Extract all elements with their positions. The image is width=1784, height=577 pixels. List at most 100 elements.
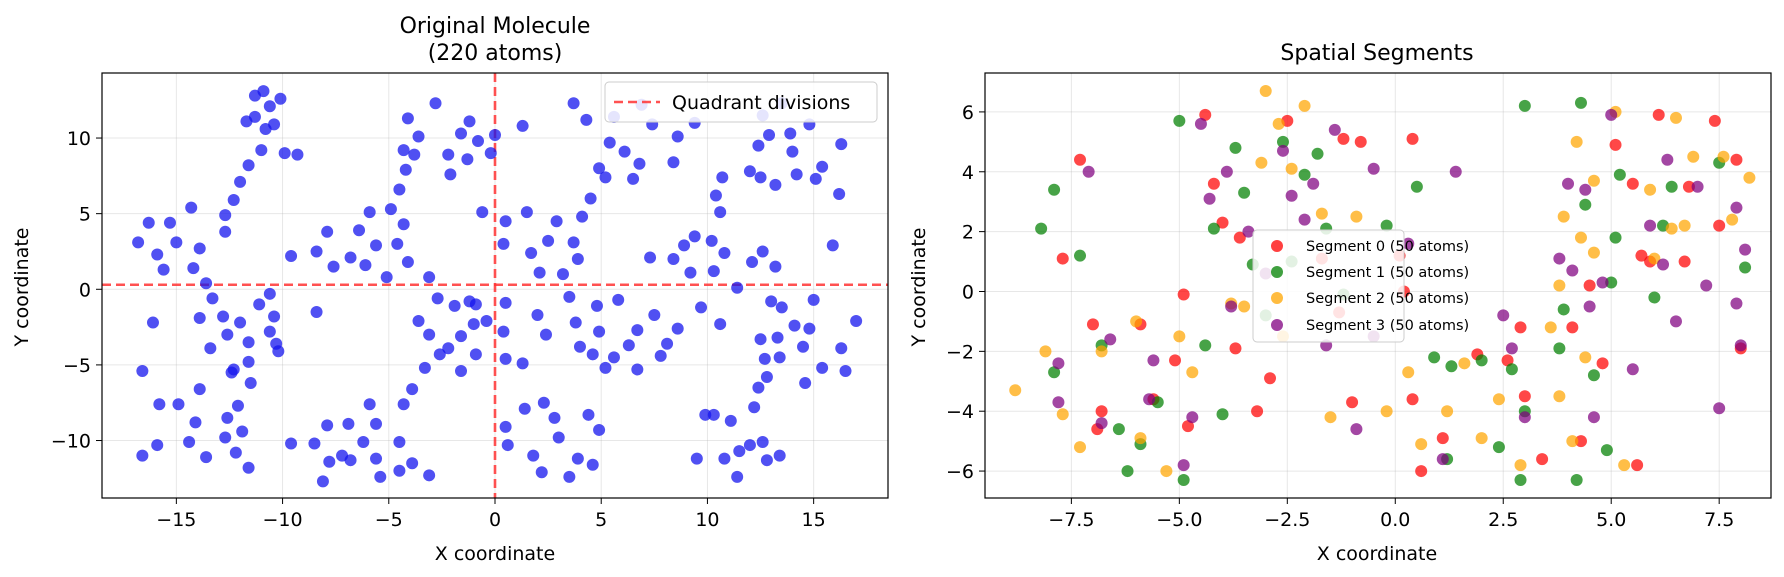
segment-3-point	[1669, 315, 1682, 328]
atom-point	[227, 194, 240, 207]
segment-2-point	[1492, 393, 1505, 406]
atom-point	[746, 256, 759, 269]
atom-point	[661, 337, 674, 350]
atom-point	[469, 298, 482, 311]
atom-point	[520, 206, 533, 219]
atom-point	[461, 153, 474, 166]
segment-0-point	[1181, 420, 1194, 433]
segment-3-point	[1587, 411, 1600, 424]
segment-2-point	[1553, 390, 1566, 403]
segment-1-point	[1609, 231, 1622, 244]
segment-2-point	[1544, 321, 1557, 334]
chart-title-line-1: Original Molecule	[400, 14, 591, 39]
y-tick-label: 0	[962, 281, 974, 303]
atom-point	[448, 299, 461, 312]
atom-point	[497, 325, 510, 338]
y-axis-ticks: −10 −5 0 5 10	[51, 128, 102, 453]
segment-3-point	[1367, 162, 1380, 175]
atom-point	[142, 216, 155, 229]
segment-2-point	[1402, 366, 1415, 379]
atom-point	[442, 148, 455, 161]
segment-0-point	[1501, 354, 1514, 367]
segment-0-point	[1730, 153, 1743, 166]
y-tick-label: −5	[63, 355, 91, 377]
atom-point	[771, 331, 784, 344]
legend-box	[604, 81, 878, 123]
atom-point	[631, 324, 644, 337]
atom-point	[835, 342, 848, 355]
atom-point	[525, 246, 538, 259]
atom-point	[612, 293, 625, 306]
atom-point	[571, 452, 584, 465]
atom-point	[221, 411, 234, 424]
atom-point	[412, 130, 425, 143]
atom-point	[268, 310, 281, 323]
segment-2-point	[1579, 351, 1592, 364]
segment-2-point	[1566, 435, 1579, 448]
atom-point	[648, 308, 661, 321]
atom-point	[599, 361, 612, 374]
atom-point	[497, 237, 510, 250]
atom-point	[444, 168, 457, 181]
x-tick-label: −5.0	[1156, 509, 1202, 531]
atom-point	[236, 425, 249, 438]
legend-label-quadrant-divisions: Quadrant divisions	[672, 92, 850, 114]
segment-3-point	[1276, 144, 1289, 157]
segment-1-point	[1605, 276, 1618, 289]
y-tick-label: −4	[946, 401, 974, 423]
atom-point	[654, 349, 667, 362]
legend-entry-segment-1: Segment 1 (50 atoms)	[1271, 265, 1469, 281]
atom-point	[200, 451, 213, 464]
segment-2-point	[1574, 231, 1587, 244]
atom-point	[253, 298, 266, 311]
atom-point	[756, 436, 769, 449]
atom-point	[586, 348, 599, 361]
x-tick-label: 7.5	[1704, 509, 1734, 531]
segment-2-point	[1095, 345, 1108, 358]
segment-0-point	[1406, 132, 1419, 145]
atom-point	[431, 292, 444, 305]
legend-label-segment-2: Segment 2 (50 atoms)	[1306, 291, 1469, 307]
atom-point	[406, 383, 419, 396]
segment-1-point	[1428, 351, 1441, 364]
segment-1-point	[1238, 186, 1251, 199]
atom-point	[754, 171, 767, 184]
segment-1-point	[1177, 474, 1190, 487]
segment-1-point	[1574, 96, 1587, 109]
segment-1-point	[1600, 444, 1613, 457]
segment-3-point	[1052, 357, 1065, 370]
atom-point	[786, 145, 799, 158]
atom-point	[584, 192, 597, 205]
chart-title: Spatial Segments	[1280, 41, 1473, 66]
segment-3-point	[1562, 177, 1575, 190]
segment-2-point	[1669, 111, 1682, 124]
segment-1-point	[1410, 180, 1423, 193]
segment-3-point	[1285, 189, 1298, 202]
legend: Segment 0 (50 atoms) Segment 1 (50 atoms…	[1252, 229, 1469, 343]
segment-1-point	[1048, 183, 1061, 196]
segment-1-point	[1613, 168, 1626, 181]
y-tick-label: 10	[67, 128, 91, 150]
segment-3-point	[1143, 393, 1156, 406]
segment-2-point	[1350, 210, 1363, 223]
segment-2-point	[1743, 171, 1756, 184]
atom-point	[816, 361, 829, 374]
atom-point	[803, 322, 816, 335]
legend-marker-segment-0	[1271, 240, 1283, 252]
chart-title-line-2: (220 atoms)	[428, 41, 563, 66]
series-segment-3	[1052, 108, 1752, 472]
atom-point	[743, 165, 756, 178]
atom-point	[537, 396, 550, 409]
segment-0-point	[1264, 372, 1277, 385]
atom-point	[153, 398, 166, 411]
atom-point	[797, 340, 810, 353]
x-tick-label: −5	[375, 509, 403, 531]
atom-point	[408, 148, 421, 161]
y-tick-label: 2	[962, 222, 974, 244]
segment-3-point	[1147, 354, 1160, 367]
segment-0-point	[1095, 405, 1108, 418]
segment-2-point	[1315, 207, 1328, 220]
segment-2-point	[1570, 135, 1583, 148]
atom-point	[563, 470, 576, 483]
segment-0-point	[1514, 321, 1527, 334]
